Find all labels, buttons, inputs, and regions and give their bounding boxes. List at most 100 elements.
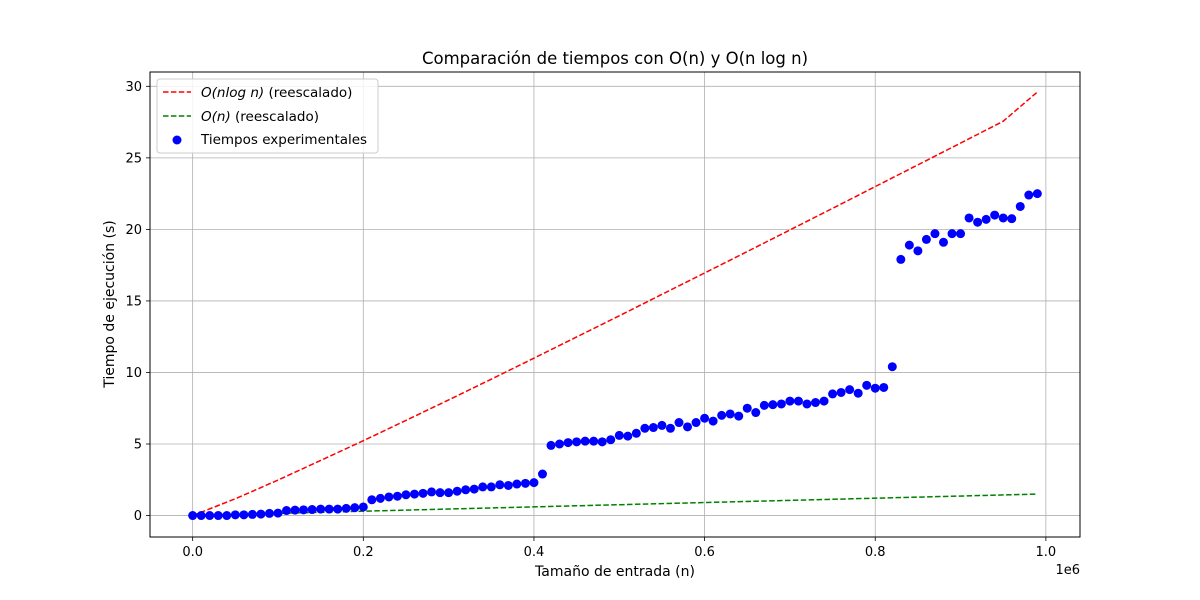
axes-frame: [149, 71, 1081, 538]
data-point: [282, 506, 292, 516]
grid: [150, 72, 1080, 537]
data-point: [879, 382, 889, 392]
data-point: [956, 229, 966, 239]
data-point: [239, 510, 249, 520]
data-point: [973, 217, 983, 227]
data-point: [537, 469, 547, 479]
data-point: [887, 362, 897, 372]
data-point: [930, 229, 940, 239]
data-point: [196, 511, 206, 521]
data-point: [1024, 190, 1034, 200]
data-point: [708, 416, 718, 426]
data-point: [811, 398, 820, 408]
plot-area: [188, 91, 1042, 521]
series-line-nlogn: [192, 91, 1038, 517]
data-point: [1007, 214, 1017, 224]
x-tick-label: 0.8: [865, 545, 886, 560]
data-point: [529, 478, 539, 488]
series-line-n: [192, 493, 1038, 517]
data-point: [623, 431, 633, 441]
data-point: [427, 487, 437, 497]
data-point: [870, 383, 880, 393]
legend-suffix-nlogn: (reescalado): [264, 85, 352, 101]
data-point: [213, 511, 223, 521]
x-tick-label: 0.2: [353, 545, 374, 560]
data-point: [896, 254, 906, 264]
data-point: [384, 492, 394, 502]
x-axis-label: Tamaño de entrada (n): [534, 564, 695, 580]
data-point: [486, 482, 496, 492]
data-point: [862, 380, 872, 390]
legend-box: [156, 78, 379, 154]
legend-label-experimental: Tiempos experimentales: [200, 132, 367, 148]
legend-suffix-n: (reescalado): [231, 109, 319, 125]
data-point: [452, 486, 462, 496]
data-point: [614, 430, 624, 440]
data-point: [503, 480, 513, 490]
data-point: [674, 418, 684, 428]
data-point: [495, 480, 505, 490]
data-point: [188, 511, 198, 521]
data-point: [572, 437, 582, 447]
x-tick-label: 1.0: [1036, 545, 1057, 560]
data-point: [333, 504, 343, 514]
data-point: [589, 436, 599, 446]
data-point: [913, 246, 923, 256]
data-point: [683, 422, 693, 432]
legend-label-nlogn: O(nlog n) (reescalado): [201, 85, 352, 101]
data-point: [853, 388, 863, 398]
data-point: [938, 237, 948, 247]
data-point: [648, 423, 658, 433]
data-point: [793, 396, 803, 406]
data-point: [435, 488, 445, 498]
data-point: [290, 505, 300, 515]
data-point: [469, 484, 479, 494]
x-offset-text: 1e6: [1055, 563, 1080, 578]
data-point: [964, 213, 974, 223]
data-point: [665, 423, 675, 433]
ticks: 0.0 0.2 0.4 0.6 0.8 1.0 0 5 10 15 20 25 30: [125, 80, 1056, 560]
data-point: [350, 503, 360, 513]
x-tick-label: 0.0: [182, 545, 203, 560]
data-point: [828, 389, 838, 399]
data-point: [691, 418, 701, 428]
legend-label-n: O(n) (reescalado): [201, 109, 319, 125]
data-point: [836, 387, 846, 397]
data-point: [734, 411, 744, 421]
y-tick-label: 0: [134, 509, 142, 524]
legend: O(nlog n) (reescalado) O(n) (reescalado)…: [156, 78, 379, 154]
data-point: [742, 403, 752, 413]
data-point: [230, 510, 240, 520]
data-point: [1015, 201, 1025, 211]
legend-math-n: O(n): [201, 109, 231, 125]
data-point: [657, 420, 667, 430]
data-point: [222, 511, 232, 521]
data-point: [819, 396, 829, 406]
y-tick-label: 10: [125, 366, 142, 381]
data-point: [461, 485, 471, 495]
data-point: [981, 214, 991, 224]
y-tick-label: 25: [125, 151, 142, 166]
data-point: [520, 478, 530, 488]
data-point: [990, 210, 1000, 220]
data-point: [555, 439, 565, 449]
data-point: [478, 482, 488, 492]
data-point: [785, 396, 795, 406]
data-point: [247, 509, 257, 519]
data-point: [316, 504, 326, 514]
data-point: [324, 504, 334, 514]
data-point: [776, 399, 786, 409]
x-tick-label: 0.4: [524, 545, 545, 560]
data-point: [751, 408, 761, 418]
data-point: [904, 240, 914, 250]
data-point: [444, 488, 454, 498]
chart-title: Comparación de tiempos con O(n) y O(n lo…: [422, 49, 808, 68]
data-point: [597, 437, 607, 447]
x-tick-label: 0.6: [694, 545, 715, 560]
data-point: [640, 423, 650, 433]
y-tick-label: 5: [134, 438, 142, 453]
data-point: [580, 436, 590, 446]
legend-math-nlogn: O(nlog n): [201, 85, 264, 101]
